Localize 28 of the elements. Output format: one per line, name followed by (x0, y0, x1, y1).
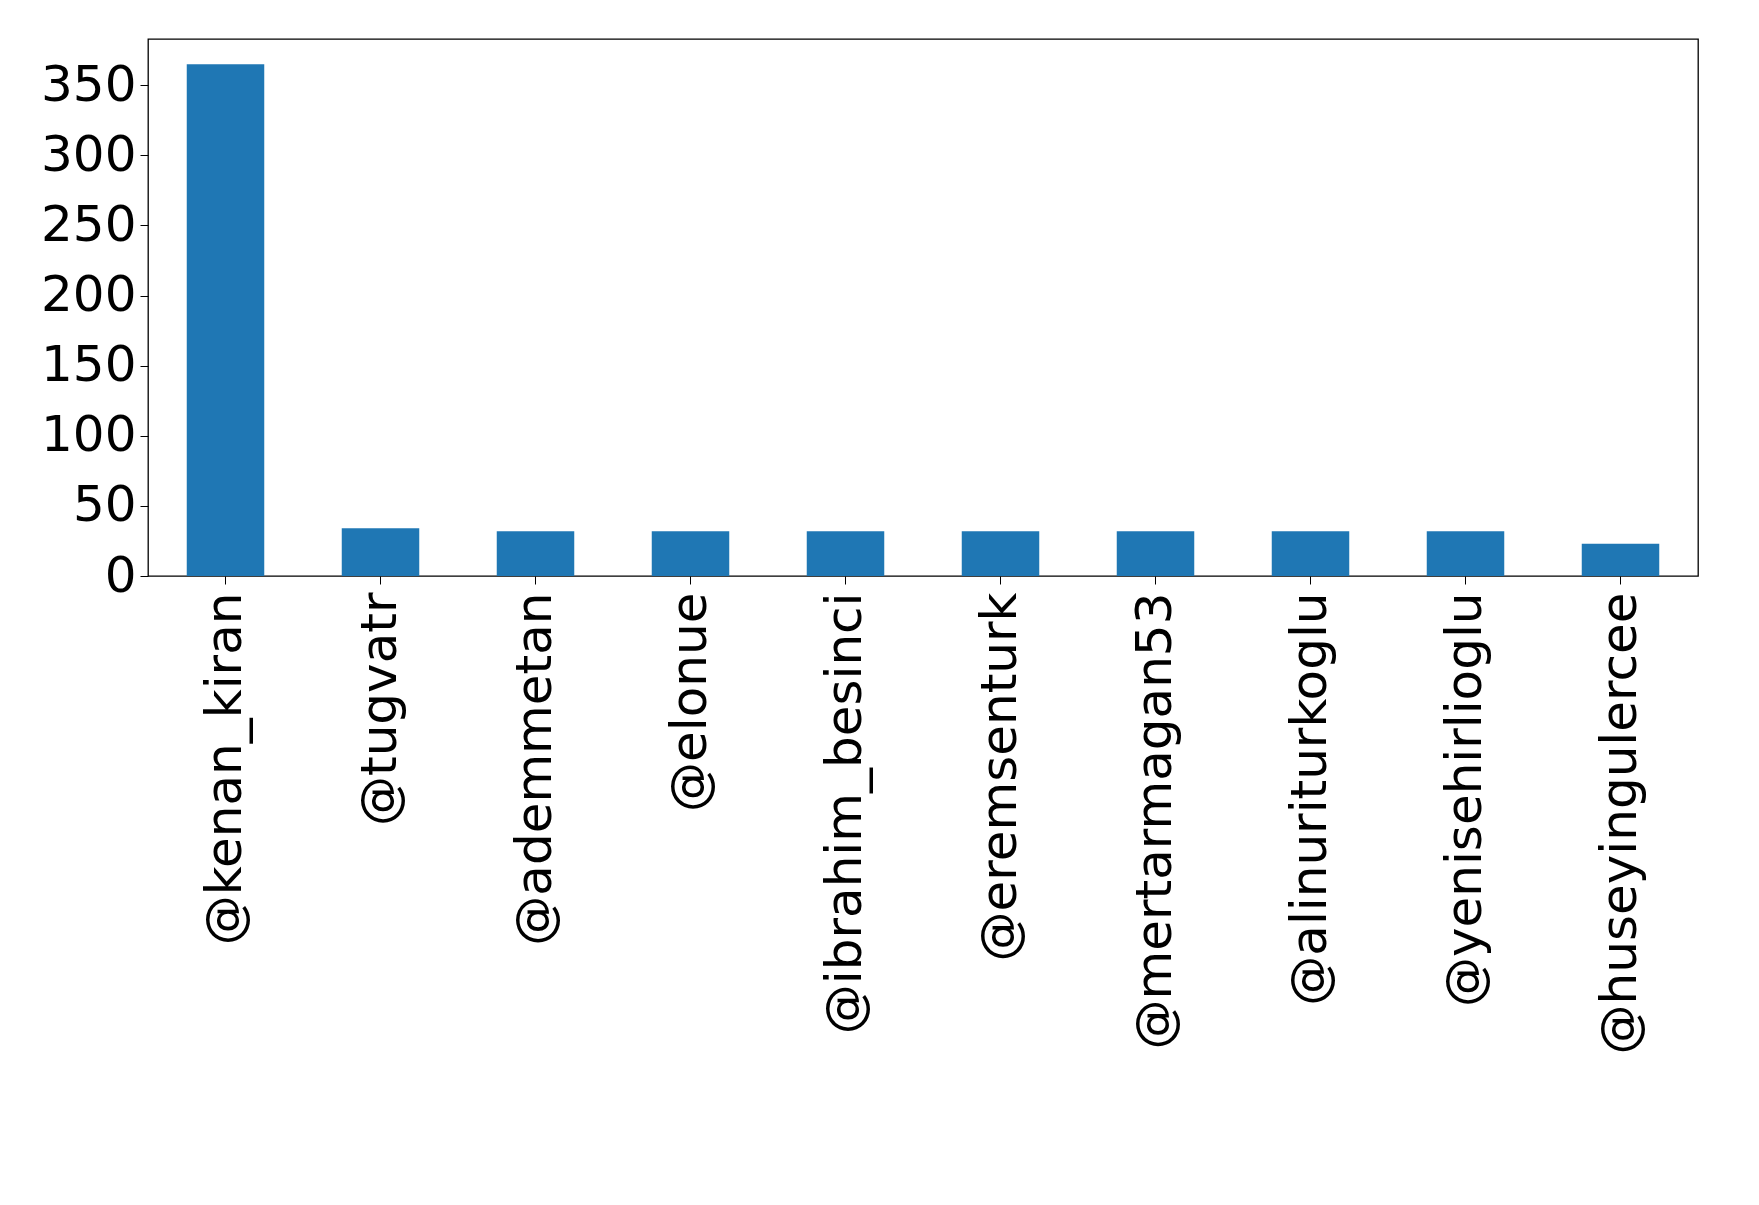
x-tick-label: @ademmetan (504, 592, 563, 946)
y-tick-label: 50 (72, 475, 137, 534)
bar (961, 531, 1040, 576)
x-tick-label: @elonue (659, 592, 718, 812)
bar (651, 531, 730, 576)
bar (341, 528, 420, 576)
bar (496, 531, 575, 576)
y-tick-label: 150 (41, 335, 137, 394)
x-tick-label: @mertarmagan53 (1124, 592, 1183, 1050)
y-tick-label: 250 (41, 194, 137, 253)
bar (1116, 531, 1195, 576)
bar (186, 64, 265, 576)
y-tick-label: 350 (41, 54, 137, 113)
bar (1426, 531, 1505, 576)
x-tick-label: @yenisehirlioglu (1434, 592, 1493, 1008)
y-tick-label: 100 (41, 405, 137, 464)
x-tick-label: @ibrahim_besinci (814, 592, 873, 1035)
x-tick-label: @kenan_kiran (194, 592, 253, 946)
bar (806, 531, 885, 576)
y-tick-label: 300 (41, 124, 137, 183)
x-tick-label: @tugvatr (349, 592, 408, 826)
y-tick-label: 200 (41, 265, 137, 324)
x-tick-label: @eremsenturk (969, 592, 1028, 962)
x-tick-label: @alinuriturkoglu (1279, 592, 1338, 1006)
x-tick-label: @huseyingulercee (1589, 592, 1648, 1055)
bar (1581, 543, 1660, 576)
bar (1271, 531, 1350, 576)
y-tick-label: 0 (104, 545, 137, 604)
